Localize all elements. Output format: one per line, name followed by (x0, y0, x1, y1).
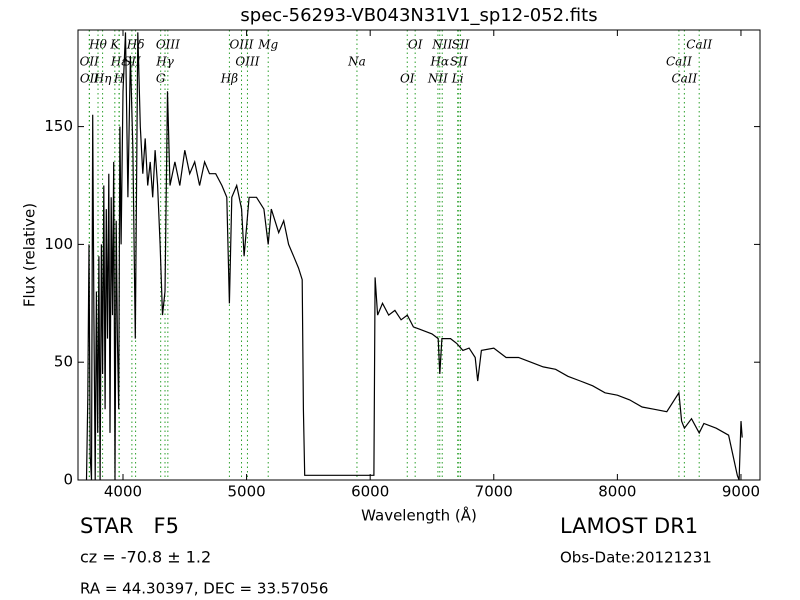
line-label: CaII (686, 38, 712, 52)
line-label: Hδ (126, 38, 145, 52)
line-label: Hγ (155, 55, 174, 69)
x-tick-label: 5000 (227, 483, 265, 501)
y-tick-label: 150 (44, 117, 73, 135)
x-tick-label: 7000 (475, 483, 513, 501)
line-label: Hθ (88, 38, 107, 52)
line-label: Hα (429, 55, 449, 69)
line-label: NII (427, 72, 448, 86)
y-tick-label: 0 (63, 471, 73, 489)
coordinates: RA = 44.30397, DEC = 33.57056 (80, 580, 328, 598)
x-tick-label: 8000 (598, 483, 636, 501)
line-label: OII (80, 72, 100, 86)
line-label: OI (400, 72, 415, 86)
line-label: OIII (235, 55, 259, 69)
line-label: Hβ (220, 72, 238, 86)
survey: LAMOST DR1 (560, 514, 698, 538)
line-label: NII (431, 38, 452, 52)
line-label: Li (451, 72, 464, 86)
line-label: SII (452, 38, 470, 52)
y-tick-label: 50 (54, 353, 73, 371)
line-label: Mg (257, 38, 278, 52)
line-label: Hη (93, 72, 112, 86)
line-label: CaII (666, 55, 692, 69)
line-label: OIII (229, 38, 253, 52)
spectrum-line (85, 32, 743, 480)
line-label: CaII (671, 72, 697, 86)
chart-title: spec-56293-VB043N31V1_sp12-052.fits (240, 5, 597, 26)
line-label: OI (408, 38, 423, 52)
line-label: K (109, 38, 120, 52)
line-label: SII (450, 55, 468, 69)
x-axis-label: Wavelength (Å) (361, 506, 477, 525)
y-tick-label: 100 (44, 235, 73, 253)
y-axis-label: Flux (relative) (21, 203, 39, 307)
obs-date: Obs-Date:20121231 (560, 549, 712, 567)
redshift: cz = -70.8 ± 1.2 (80, 548, 211, 567)
line-label: G (156, 72, 166, 86)
x-tick-label: 4000 (104, 483, 142, 501)
line-label: SII (123, 55, 141, 69)
plot-frame (77, 29, 761, 481)
x-tick-label: 6000 (351, 483, 389, 501)
x-tick-label: 9000 (722, 483, 760, 501)
line-label: OIII (156, 38, 180, 52)
line-label: H (113, 72, 125, 86)
line-label: Na (347, 55, 366, 69)
object-class: STAR F5 (80, 514, 179, 538)
